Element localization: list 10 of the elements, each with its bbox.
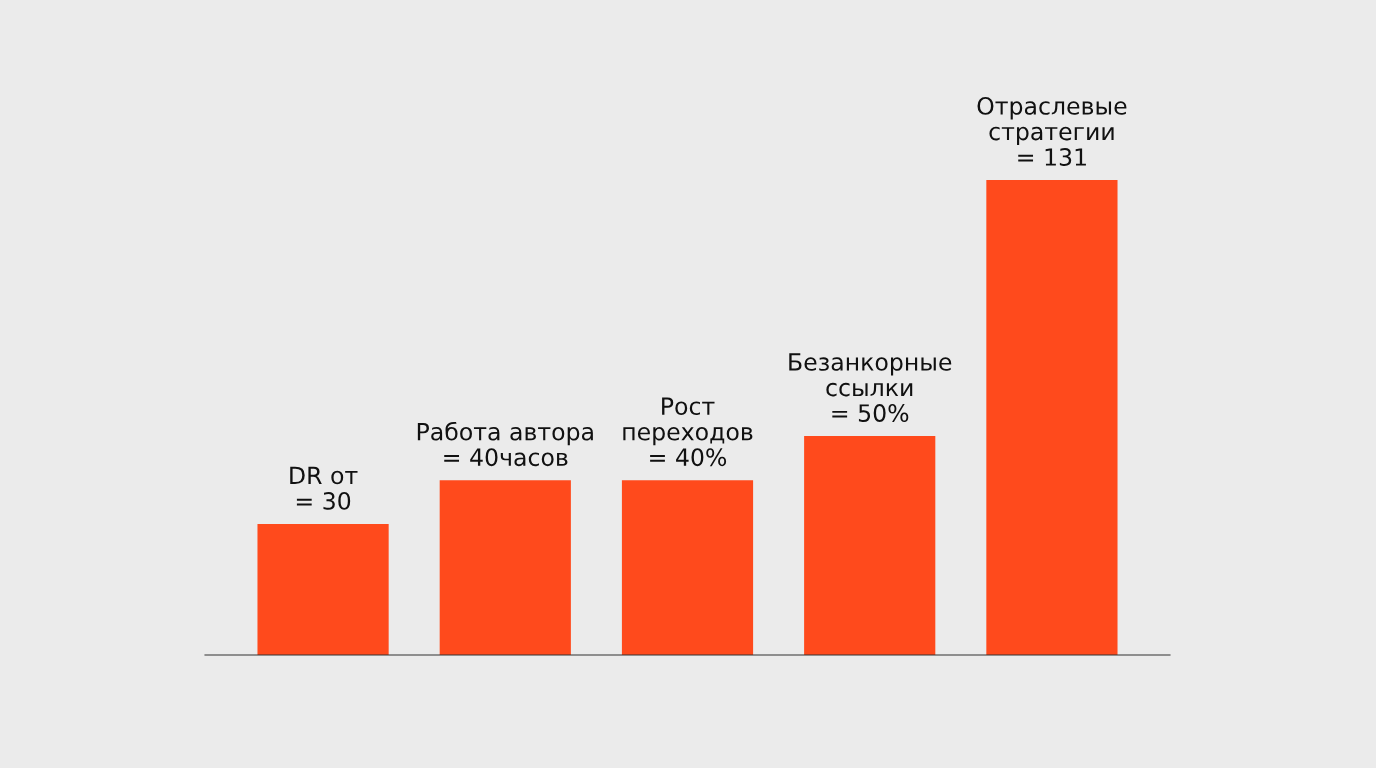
annotation: DR от = 30 <box>290 466 358 510</box>
bar <box>439 480 571 655</box>
bar <box>621 480 754 655</box>
annotation: Рост переходов = 40% <box>623 397 753 467</box>
bar <box>257 523 389 655</box>
bar <box>986 180 1118 655</box>
annotation: Безанкорные ссылки = 50% <box>789 353 952 422</box>
annotation: Работа автора = 40часов <box>417 421 593 467</box>
bar <box>804 436 936 655</box>
text: Отраслевые стратегии = 131 <box>977 96 1127 166</box>
